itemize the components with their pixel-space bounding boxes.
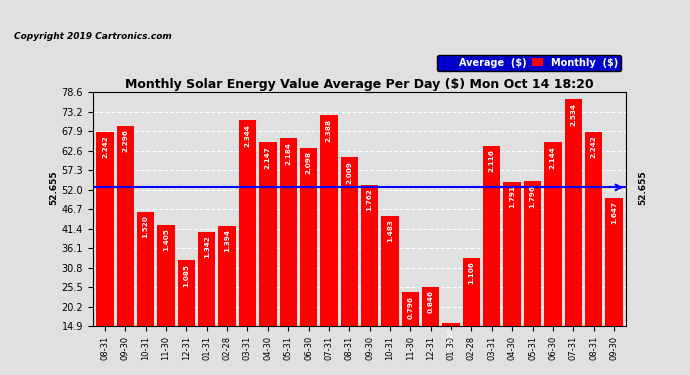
Bar	[382, 216, 399, 375]
Bar	[442, 323, 460, 375]
Bar	[402, 292, 419, 375]
Text: 2.534: 2.534	[570, 103, 576, 126]
Text: 2.242: 2.242	[591, 135, 597, 158]
Bar	[239, 120, 256, 375]
Text: 2.344: 2.344	[244, 124, 250, 147]
Bar	[137, 212, 155, 375]
Text: 2.147: 2.147	[265, 146, 271, 169]
Text: 1.796: 1.796	[529, 185, 535, 208]
Bar	[117, 126, 134, 375]
Text: 1.342: 1.342	[204, 235, 210, 258]
Bar	[198, 232, 215, 375]
Text: 52.655: 52.655	[50, 170, 59, 205]
Text: 2.242: 2.242	[102, 135, 108, 158]
Text: 2.144: 2.144	[550, 146, 556, 169]
Bar	[341, 158, 358, 375]
Text: 2.388: 2.388	[326, 119, 332, 142]
Text: 1.520: 1.520	[143, 216, 149, 238]
Text: 2.098: 2.098	[306, 151, 312, 174]
Bar	[585, 132, 602, 375]
Bar	[422, 287, 440, 375]
Text: 2.116: 2.116	[489, 149, 495, 172]
Bar	[504, 182, 521, 375]
Bar	[320, 116, 337, 375]
Bar	[544, 142, 562, 375]
Bar	[524, 181, 541, 375]
Text: 1.085: 1.085	[184, 264, 190, 287]
Text: 1.762: 1.762	[366, 189, 373, 211]
Bar	[97, 132, 114, 375]
Bar	[463, 258, 480, 375]
Bar	[361, 185, 378, 375]
Legend: Average  ($), Monthly  ($): Average ($), Monthly ($)	[437, 55, 621, 71]
Text: 52.655: 52.655	[638, 170, 647, 205]
Text: 1.791: 1.791	[509, 185, 515, 208]
Text: 0.846: 0.846	[428, 290, 434, 314]
Bar	[564, 99, 582, 375]
Text: 2.009: 2.009	[346, 161, 353, 184]
Bar	[259, 142, 277, 375]
Text: 0.796: 0.796	[407, 296, 413, 319]
Text: 1.483: 1.483	[387, 220, 393, 243]
Text: 1.394: 1.394	[224, 230, 230, 252]
Text: 2.296: 2.296	[122, 129, 128, 152]
Text: 1.405: 1.405	[163, 228, 169, 251]
Text: 1.647: 1.647	[611, 201, 617, 224]
Bar	[157, 225, 175, 375]
Bar	[219, 226, 236, 375]
Bar	[300, 148, 317, 375]
Text: Copyright 2019 Cartronics.com: Copyright 2019 Cartronics.com	[14, 32, 172, 41]
Bar	[605, 198, 622, 375]
Bar	[483, 146, 500, 375]
Title: Monthly Solar Energy Value Average Per Day ($) Mon Oct 14 18:20: Monthly Solar Energy Value Average Per D…	[125, 78, 594, 91]
Bar	[178, 260, 195, 375]
Bar	[279, 138, 297, 375]
Text: 1.106: 1.106	[469, 261, 475, 284]
Text: 2.184: 2.184	[285, 142, 291, 165]
Text: 0.520: 0.520	[448, 327, 454, 350]
